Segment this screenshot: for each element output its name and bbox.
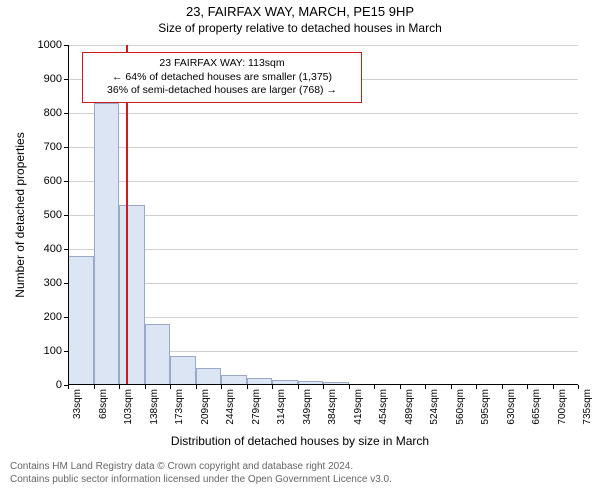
xtick-mark [553,385,554,389]
ytick-label: 0 [56,379,68,391]
footer-attribution: Contains HM Land Registry data © Crown c… [0,460,600,486]
xtick-mark [400,385,401,389]
xtick-mark [476,385,477,389]
xtick-mark [527,385,528,389]
xtick-mark [272,385,273,389]
histogram-bar [196,368,222,385]
x-axis-label: Distribution of detached houses by size … [171,434,429,448]
callout-box: 23 FAIRFAX WAY: 113sqm ← 64% of detached… [82,52,362,103]
ytick-label: 800 [44,107,68,119]
xtick-label: 138sqm [149,389,160,425]
xtick-label: 279sqm [251,389,262,425]
xtick-label: 349sqm [302,389,313,425]
xtick-label: 33sqm [72,389,83,419]
footer-line2: Contains public sector information licen… [10,473,590,486]
xtick-label: 454sqm [378,389,389,425]
xtick-mark [578,385,579,389]
xtick-label: 384sqm [327,389,338,425]
gridline [68,249,578,250]
callout-line3: 36% of semi-detached houses are larger (… [89,84,355,98]
xtick-label: 314sqm [276,389,287,425]
xtick-mark [374,385,375,389]
xtick-mark [94,385,95,389]
histogram-bar [68,256,94,385]
ytick-label: 300 [44,277,68,289]
xtick-label: 524sqm [429,389,440,425]
xtick-label: 173sqm [174,389,185,425]
xtick-mark [451,385,452,389]
gridline [68,283,578,284]
ytick-label: 200 [44,311,68,323]
xtick-mark [68,385,69,389]
histogram-bar [145,324,171,385]
xtick-label: 68sqm [98,389,109,419]
histogram-bar [170,356,196,385]
xtick-label: 735sqm [582,389,593,425]
gridline [68,317,578,318]
xtick-mark [349,385,350,389]
xtick-mark [170,385,171,389]
xtick-label: 244sqm [225,389,236,425]
xtick-mark [298,385,299,389]
ytick-label: 1000 [38,39,68,51]
xtick-label: 419sqm [353,389,364,425]
xtick-mark [502,385,503,389]
histogram-bar [94,103,120,385]
xtick-label: 489sqm [404,389,415,425]
gridline [68,215,578,216]
ytick-label: 600 [44,175,68,187]
footer-line1: Contains HM Land Registry data © Crown c… [10,460,590,473]
xtick-mark [425,385,426,389]
xtick-label: 700sqm [557,389,568,425]
gridline [68,181,578,182]
histogram-bar [119,205,145,385]
y-axis-label: Number of detached properties [13,132,27,297]
gridline [68,113,578,114]
xtick-mark [196,385,197,389]
xtick-mark [119,385,120,389]
xtick-label: 209sqm [200,389,211,425]
gridline [68,45,578,46]
ytick-label: 500 [44,209,68,221]
ytick-label: 400 [44,243,68,255]
callout-line2: ← 64% of detached houses are smaller (1,… [89,71,355,85]
gridline [68,147,578,148]
xtick-mark [247,385,248,389]
xtick-mark [221,385,222,389]
ytick-label: 100 [44,345,68,357]
callout-line1: 23 FAIRFAX WAY: 113sqm [89,57,355,71]
xtick-label: 560sqm [455,389,466,425]
xtick-label: 103sqm [123,389,134,425]
xtick-mark [323,385,324,389]
xtick-label: 595sqm [480,389,491,425]
xtick-mark [145,385,146,389]
y-axis-line [68,45,69,385]
ytick-label: 700 [44,141,68,153]
chart-title: 23, FAIRFAX WAY, MARCH, PE15 9HP [0,0,600,19]
chart-subtitle: Size of property relative to detached ho… [0,19,600,35]
xtick-label: 630sqm [506,389,517,425]
ytick-label: 900 [44,73,68,85]
xtick-label: 665sqm [531,389,542,425]
